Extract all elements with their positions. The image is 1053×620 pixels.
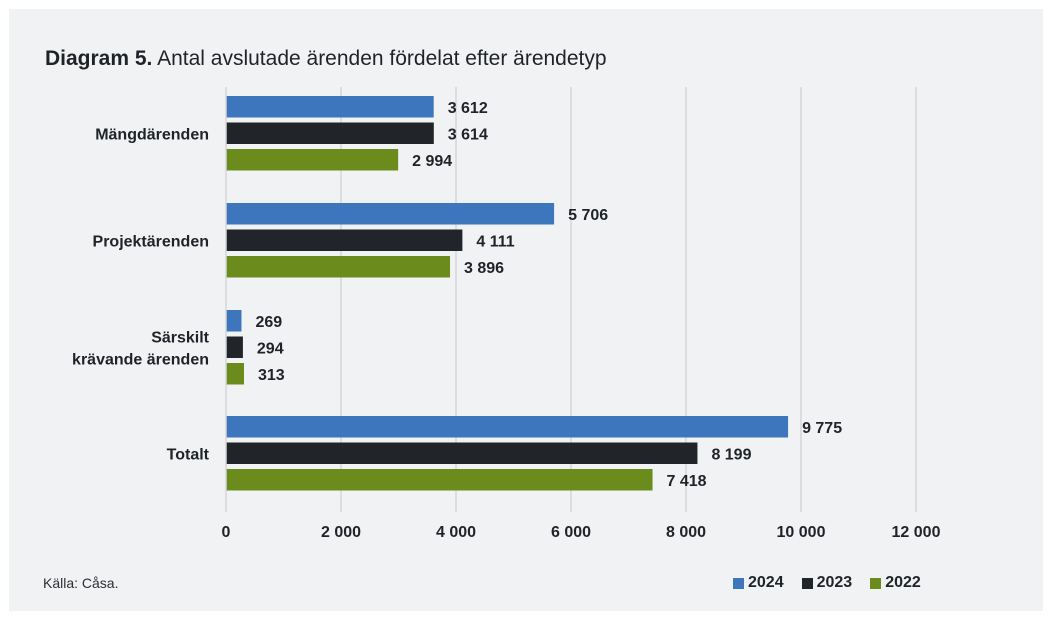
data-label: 5 706 [568,207,608,224]
data-label: 9 775 [802,420,842,437]
source-note: Källa: Cåsa. [43,575,119,591]
data-label: 8 199 [711,446,751,463]
legend-item: 2023 [801,574,853,592]
category-label: krävande ärenden [72,351,209,368]
bar [226,149,399,171]
category-label: Särskilt [151,329,209,346]
category-label: Totalt [167,446,210,463]
legend: 2024 2023 2022 [733,574,921,592]
bar [226,229,463,251]
bar [226,203,555,225]
bar [226,256,451,278]
chart-title: Diagram 5. Antal avslutade ärenden förde… [45,47,607,71]
legend-label: 2022 [885,574,921,591]
legend-swatch [801,577,813,589]
bar [226,442,698,464]
x-tick-label: 8 000 [666,524,706,541]
bar [226,96,434,118]
data-label: 313 [258,367,285,384]
chart-title-number: Diagram 5. [45,47,153,70]
x-tick-label: 10 000 [777,524,826,541]
bar [226,336,243,358]
legend-swatch [733,577,744,589]
legend-label: 2024 [748,574,784,591]
x-tick-label: 4 000 [436,524,476,541]
data-label: 2 994 [412,153,452,170]
legend-item: 2024 [733,574,784,592]
bar [226,416,789,438]
data-label: 294 [257,340,284,357]
data-label: 3 614 [448,126,488,143]
data-label: 3 612 [448,100,488,117]
category-label: Projektärenden [93,233,209,250]
data-label: 269 [255,314,282,331]
legend-swatch [870,577,882,589]
chart-panel [9,9,1043,611]
data-label: 4 111 [476,233,514,250]
x-tick-label: 12 000 [892,524,941,541]
chart-title-text: Antal avslutade ärenden fördelat efter ä… [157,47,607,70]
x-tick-label: 0 [222,524,231,541]
legend-label: 2023 [816,574,853,591]
x-tick-label: 2 000 [321,524,361,541]
bar [226,122,434,144]
bar [226,363,244,385]
bar [226,469,653,491]
data-label: 7 418 [667,473,707,490]
legend-item: 2022 [870,574,921,592]
x-tick-label: 6 000 [551,524,591,541]
category-label: Mängdärenden [95,126,209,143]
bar [226,310,242,332]
data-label: 3 896 [464,260,504,277]
